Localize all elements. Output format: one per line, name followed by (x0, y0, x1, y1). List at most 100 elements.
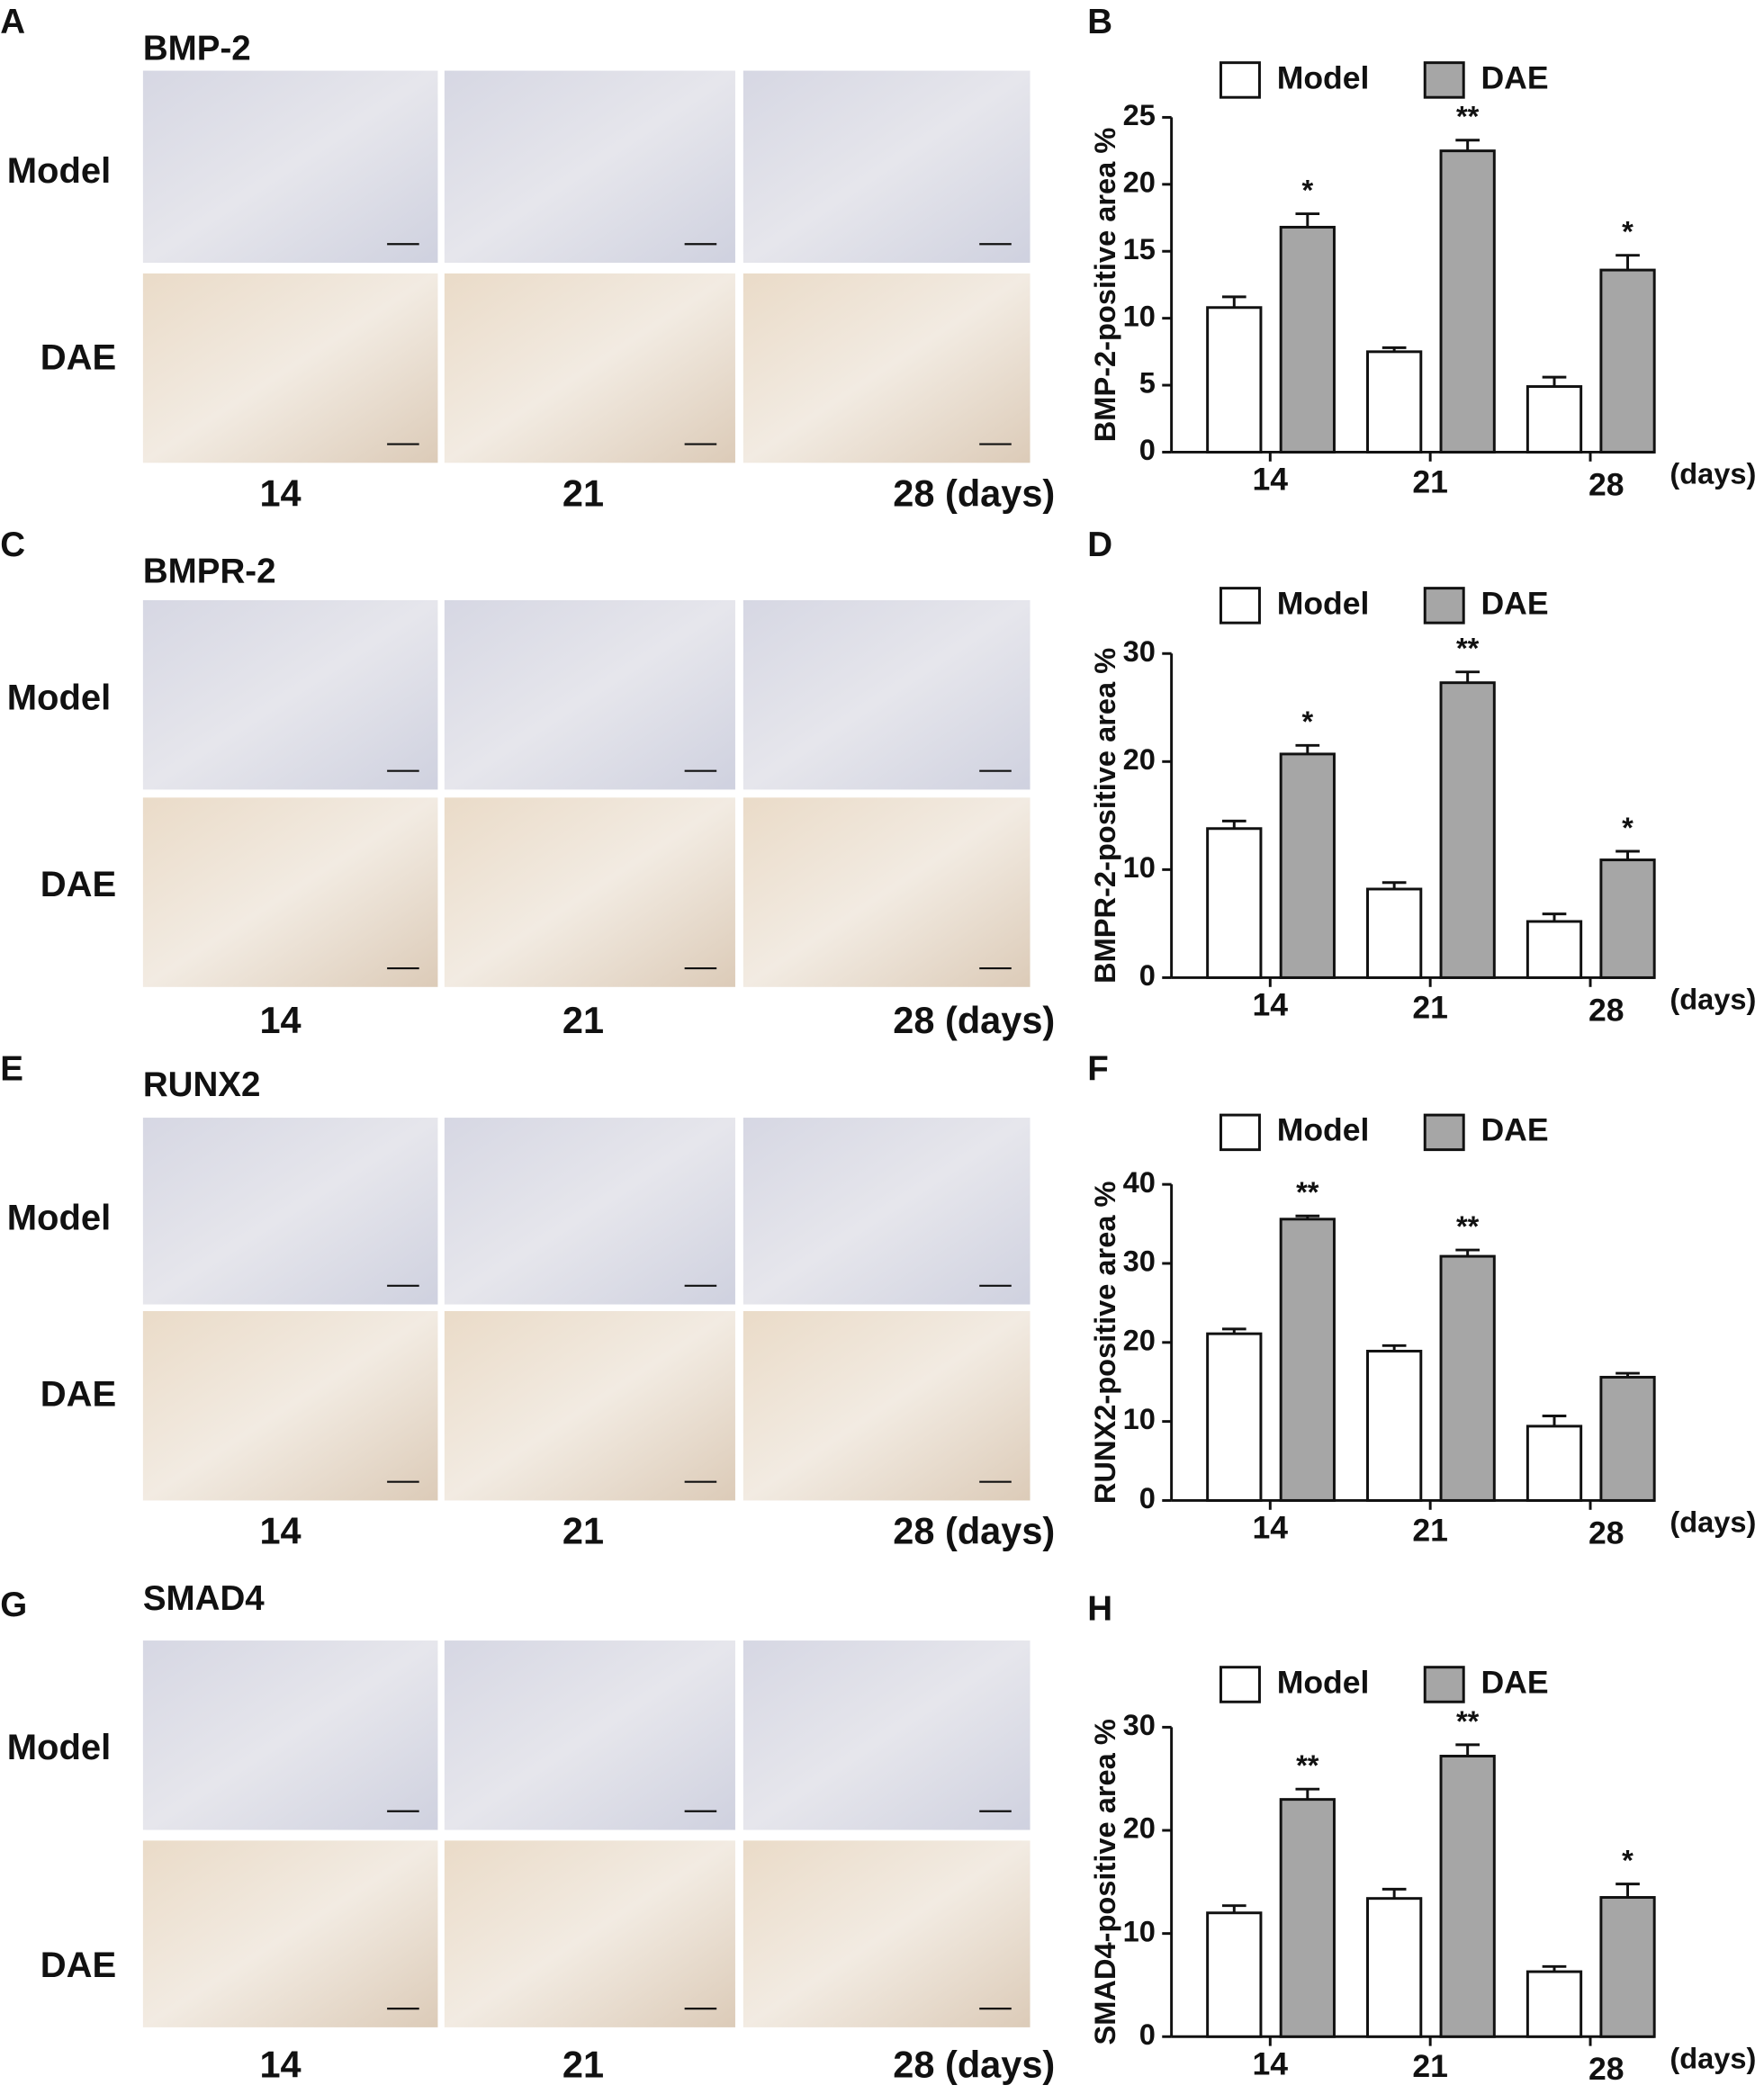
legend-swatch (1219, 1666, 1261, 1703)
micrograph (742, 1310, 1030, 1501)
column-label: 14 (259, 2043, 301, 2085)
significance-mark: ** (1296, 1175, 1319, 1209)
micrograph (444, 1840, 735, 2027)
significance-mark: * (1622, 1844, 1634, 1877)
panel-letter: C (0, 526, 25, 564)
row-label: Model (7, 1728, 112, 1767)
y-tick-label: 0 (1139, 1481, 1156, 1514)
bar (1279, 225, 1336, 454)
micrograph (742, 1118, 1030, 1305)
x-tick-label: 14 (1253, 986, 1289, 1022)
micrograph (142, 599, 438, 790)
x-tick-label: 14 (1253, 461, 1289, 497)
legend-label: Model (1277, 585, 1370, 621)
micrograph (742, 599, 1030, 790)
bar (1599, 268, 1656, 454)
bar (1206, 827, 1263, 979)
x-axis-unit: (days) (1670, 2042, 1756, 2075)
y-tick-label: 20 (1123, 1811, 1156, 1845)
legend-label: DAE (1480, 59, 1548, 95)
bar (1206, 1911, 1263, 2038)
y-axis-label: SMAD4-positive area % (1088, 1719, 1121, 2045)
row-label: Model (7, 679, 112, 718)
micrograph (142, 273, 438, 463)
significance-mark: * (1622, 811, 1634, 844)
x-tick-label: 14 (1253, 1509, 1289, 1545)
column-label: 28 (days) (893, 472, 1055, 514)
row-label: DAE (40, 1374, 116, 1414)
x-axis-unit: (days) (1670, 983, 1756, 1016)
legend-label: DAE (1480, 1112, 1548, 1148)
significance-mark: ** (1456, 632, 1480, 665)
row-label: DAE (40, 1946, 116, 1985)
bar (1526, 1424, 1583, 1502)
micrograph (142, 1640, 438, 1830)
bar (1439, 1755, 1496, 2038)
panel-title: RUNX2 (143, 1065, 261, 1104)
x-tick-label: 28 (1588, 466, 1624, 502)
bar (1279, 1218, 1336, 1502)
y-tick-label: 0 (1139, 2018, 1156, 2051)
y-tick-label: 25 (1123, 98, 1156, 131)
panel-letter: A (0, 3, 25, 41)
legend-label: Model (1277, 1112, 1370, 1148)
bar (1599, 1375, 1656, 1502)
legend-swatch (1423, 1666, 1465, 1703)
panel-letter: F (1087, 1049, 1109, 1088)
micrograph (142, 1840, 438, 2027)
significance-mark: ** (1456, 1209, 1480, 1243)
panel-letter: G (0, 1586, 27, 1624)
micrograph (142, 70, 438, 263)
row-label: Model (7, 151, 112, 191)
legend-label: Model (1277, 1664, 1370, 1700)
column-label: 28 (days) (893, 2043, 1055, 2085)
micrograph (444, 273, 735, 463)
x-tick-label: 28 (1588, 1514, 1624, 1550)
bar (1279, 1798, 1336, 2038)
x-axis-unit: (days) (1670, 457, 1756, 490)
x-tick-label: 28 (1588, 2051, 1624, 2087)
column-label: 14 (259, 1509, 301, 1551)
column-label: 21 (562, 2043, 604, 2085)
significance-mark: ** (1456, 100, 1480, 133)
legend-swatch (1423, 587, 1465, 625)
y-axis-label: BMP-2-positive area % (1088, 128, 1121, 443)
y-tick-label: 5 (1139, 366, 1156, 400)
column-label: 21 (562, 999, 604, 1041)
bar (1366, 1897, 1423, 2038)
bar (1526, 1970, 1583, 2038)
micrograph (742, 273, 1030, 463)
y-axis-label: RUNX2-positive area % (1088, 1181, 1121, 1504)
panel-letter: D (1087, 526, 1112, 564)
row-label: DAE (40, 338, 116, 378)
y-tick-label: 10 (1123, 1914, 1156, 1947)
x-tick-label: 28 (1588, 992, 1624, 1028)
legend-swatch (1219, 1113, 1261, 1152)
significance-mark: * (1622, 215, 1634, 248)
micrograph (444, 1310, 735, 1501)
y-axis-label: BMPR-2-positive area % (1088, 648, 1121, 984)
legend-swatch (1423, 61, 1465, 99)
x-tick-label: 21 (1412, 463, 1448, 499)
micrograph (444, 70, 735, 263)
bar (1206, 306, 1263, 454)
y-tick-label: 10 (1123, 299, 1156, 332)
legend-label: Model (1277, 59, 1370, 95)
micrograph (742, 1640, 1030, 1830)
panel-letter: E (0, 1049, 23, 1088)
x-tick-label: 21 (1412, 1512, 1448, 1548)
significance-mark: * (1301, 173, 1313, 206)
x-axis-unit: (days) (1670, 1505, 1756, 1539)
bar (1439, 149, 1496, 454)
significance-mark: ** (1456, 1704, 1480, 1738)
bar (1439, 1254, 1496, 1502)
y-tick-label: 20 (1123, 742, 1156, 776)
bar (1526, 920, 1583, 979)
micrograph (444, 797, 735, 987)
row-label: Model (7, 1199, 112, 1238)
bar (1366, 1349, 1423, 1502)
y-tick-label: 10 (1123, 850, 1156, 884)
significance-mark: * (1301, 705, 1313, 738)
y-tick-label: 0 (1139, 958, 1156, 992)
